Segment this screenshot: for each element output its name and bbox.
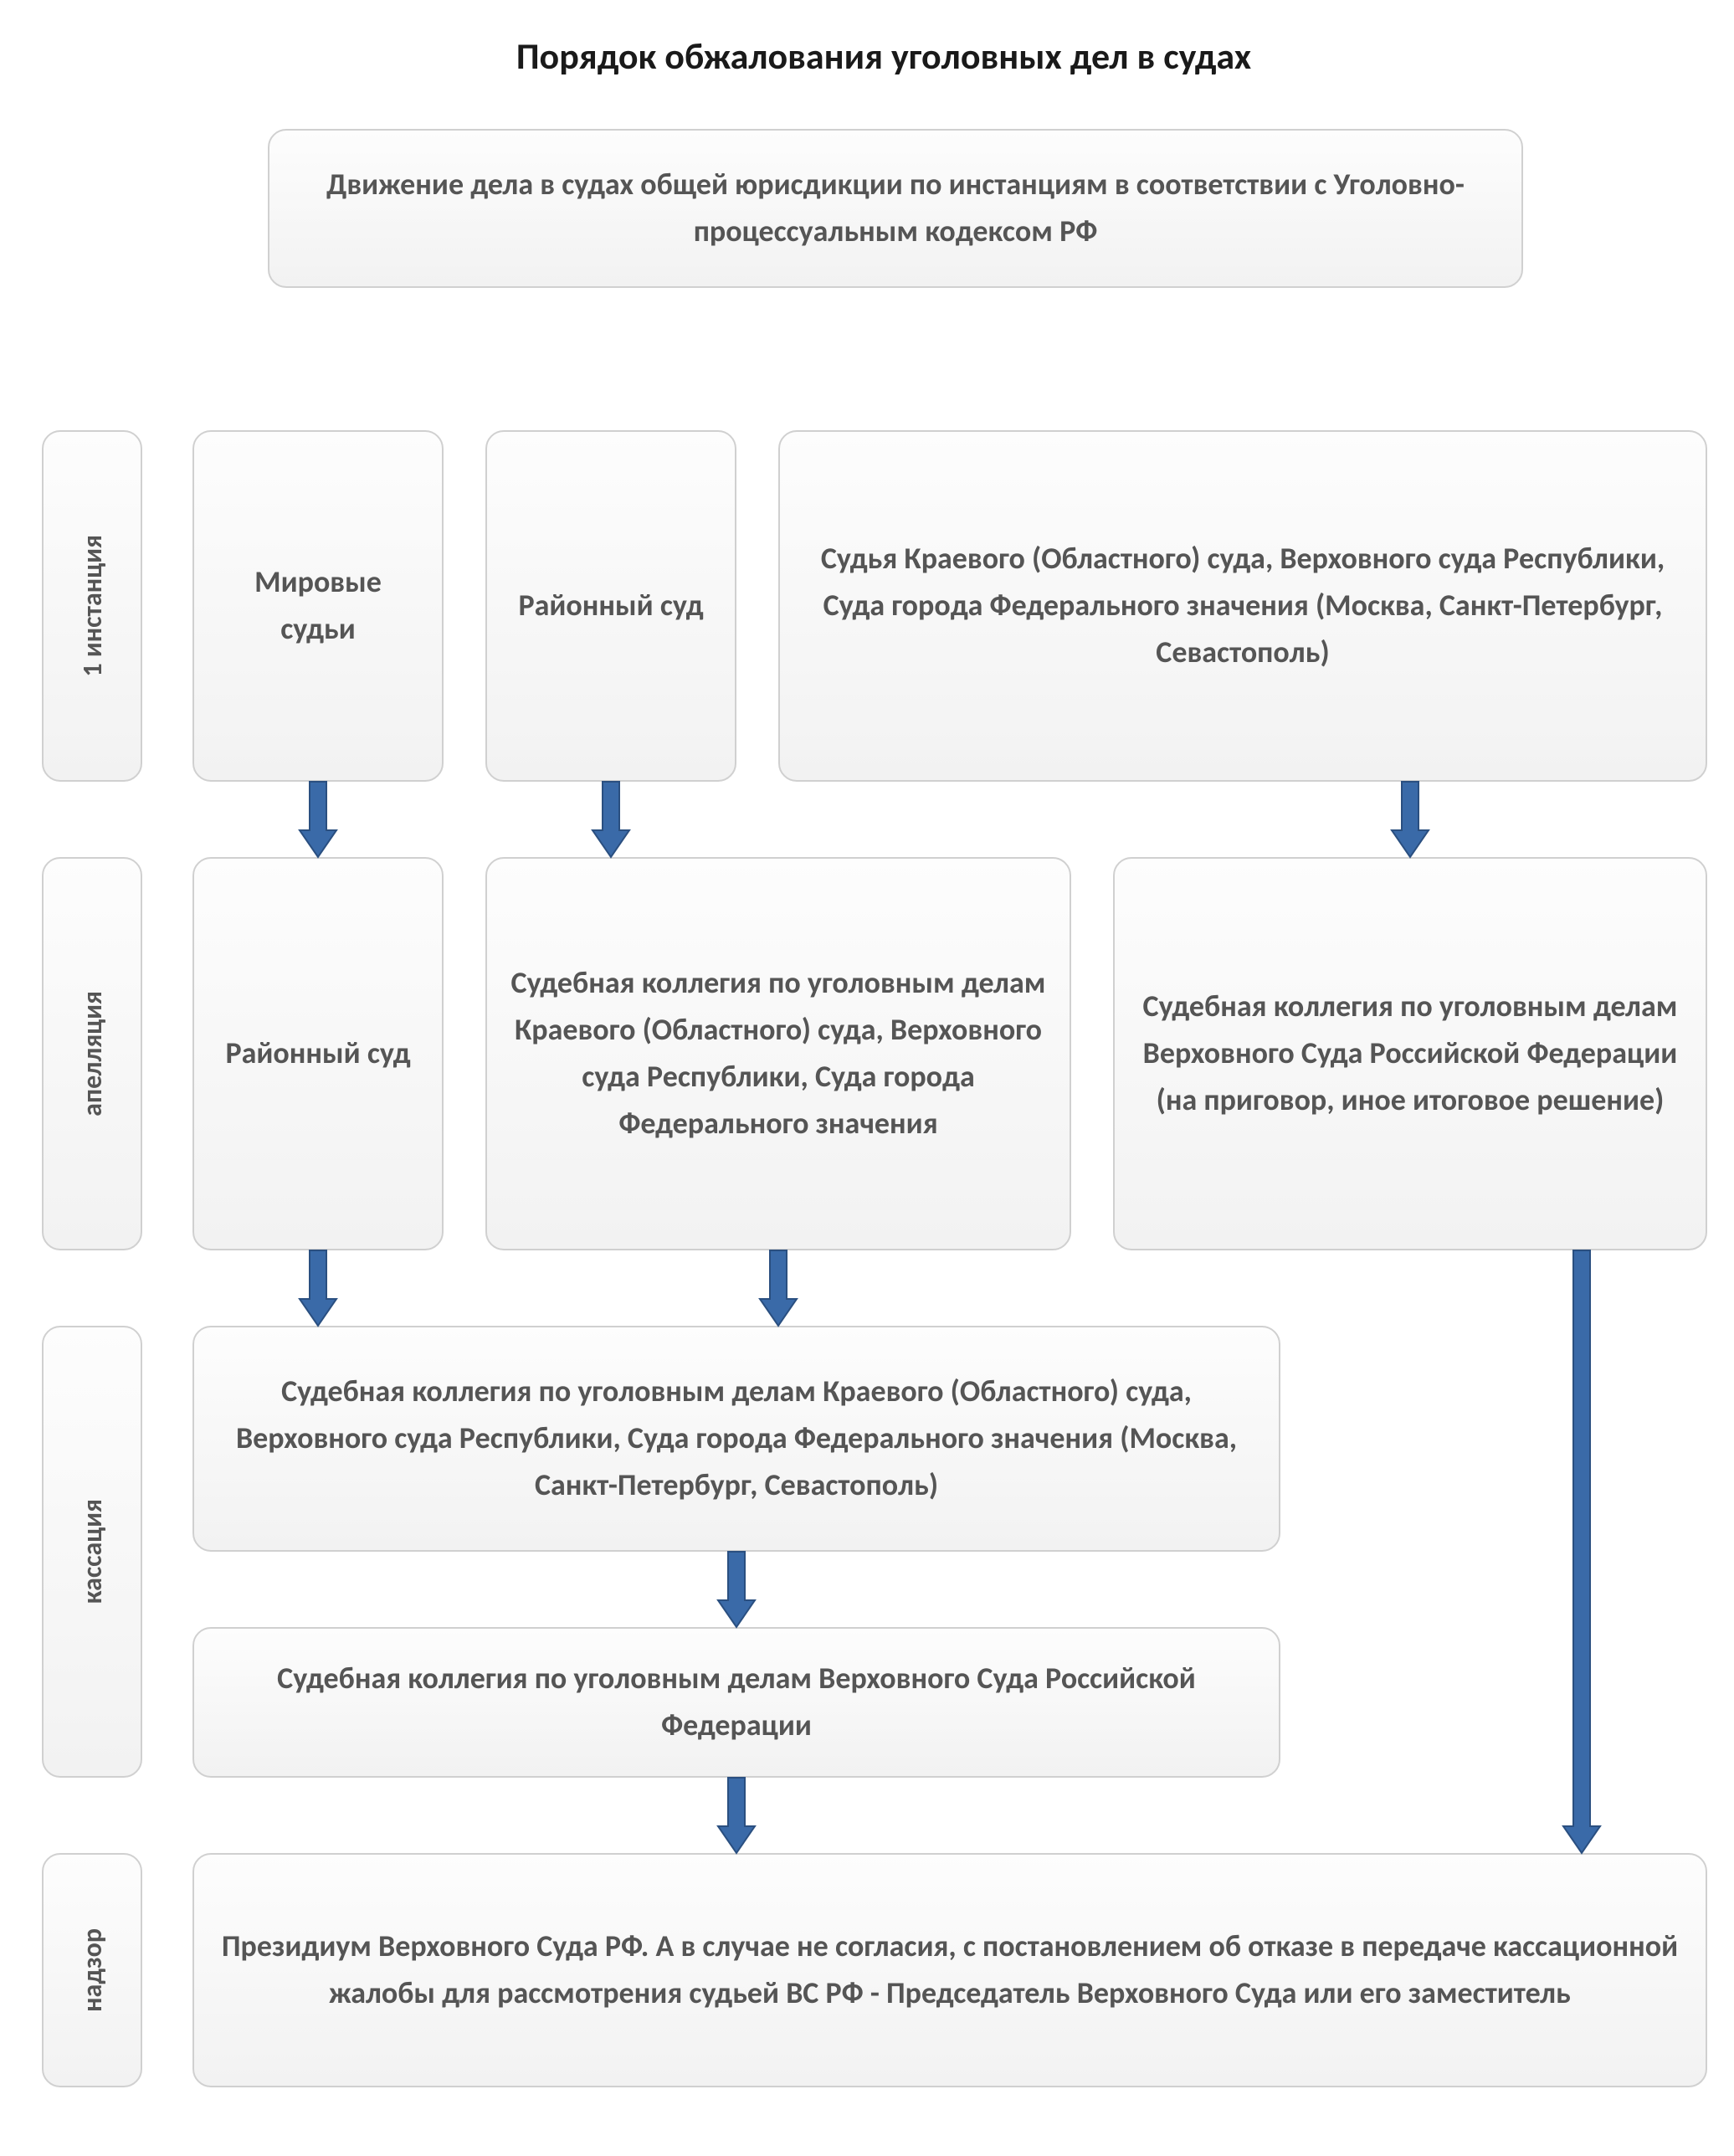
node-text: Судья Краевого (Областного) суда, Верхов… (803, 536, 1682, 675)
stage-label-text: надзор (76, 1928, 109, 2012)
node-kraevoy-court: Судья Краевого (Областного) суда, Верхов… (778, 430, 1707, 782)
stage-label-text: 1 инстанция (76, 535, 109, 677)
node-text: Судебная коллегия по уголовным делам Вер… (218, 1656, 1255, 1749)
node-text: Президиум Верховного Суда РФ. А в случае… (218, 1923, 1682, 2017)
node-text: Районный суд (518, 583, 703, 629)
node-text: Судебная коллегия по уголовным делам Кра… (218, 1368, 1255, 1508)
stage-label-text: апелляция (76, 991, 109, 1116)
node-rayonny-court-1: Районный суд (485, 430, 736, 782)
node-cassation-2: Судебная коллегия по уголовным делам Вер… (192, 1627, 1280, 1778)
node-rayonny-court-2: Районный суд (192, 857, 444, 1250)
node-mirovye-judges: Мировые судьи (192, 430, 444, 782)
stage-label-supervision: надзор (42, 1853, 142, 2087)
stage-label-appeal: апелляция (42, 857, 142, 1250)
node-text: Судебная коллегия по уголовным делам Кра… (510, 960, 1046, 1147)
node-supervision: Президиум Верховного Суда РФ. А в случае… (192, 1853, 1707, 2087)
node-text: Районный суд (225, 1030, 410, 1077)
node-header: Движение дела в судах общей юрисдикции п… (268, 129, 1523, 288)
page-title: Порядок обжалования уголовных дел в суда… (17, 33, 1734, 79)
node-text: Движение дела в судах общей юрисдикции п… (293, 162, 1498, 255)
flowchart-canvas: 1 инстанция апелляция кассация надзор Дв… (17, 129, 1734, 2104)
stage-label-text: кассация (76, 1499, 109, 1604)
node-text: Судебная коллегия по уголовным делам Вер… (1138, 983, 1682, 1123)
node-collegium-supreme: Судебная коллегия по уголовным делам Вер… (1113, 857, 1707, 1250)
stage-label-cassation: кассация (42, 1326, 142, 1778)
stage-label-1-instance: 1 инстанция (42, 430, 142, 782)
node-cassation-1: Судебная коллегия по уголовным делам Кра… (192, 1326, 1280, 1552)
node-collegium-kraevoy: Судебная коллегия по уголовным делам Кра… (485, 857, 1071, 1250)
node-text: Мировые судьи (218, 559, 418, 653)
